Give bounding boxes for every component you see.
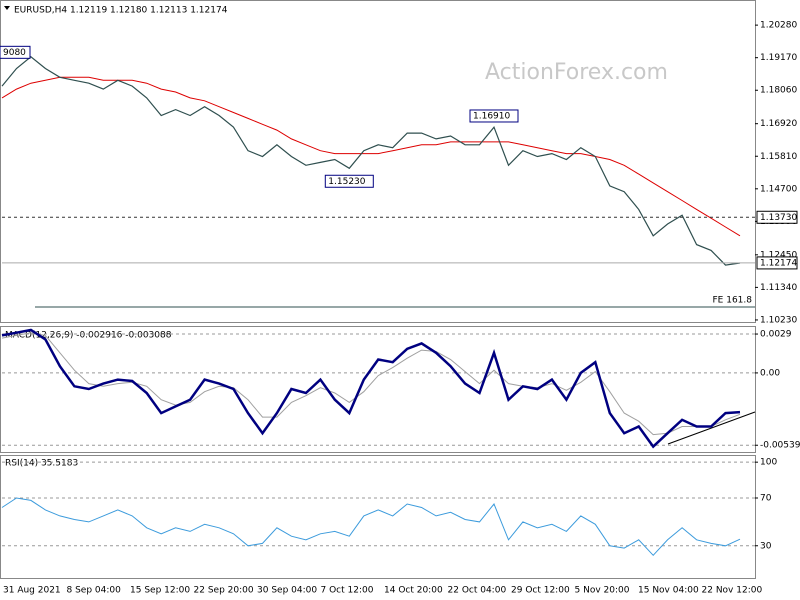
y-tick-label: 0.00 xyxy=(760,368,780,378)
x-tick-label: 8 Sep 04:00 xyxy=(67,586,122,596)
x-tick-label: 5 Nov 20:00 xyxy=(575,586,630,596)
x-tick-label: 22 Oct 04:00 xyxy=(448,586,507,596)
callout-box xyxy=(469,109,519,123)
y-tick-label: 1.16920 xyxy=(760,119,797,129)
y-tick-label: -0.005396 xyxy=(760,441,800,451)
y-tick-label: 1.19170 xyxy=(760,53,797,63)
callout-label: 9080 xyxy=(3,48,26,58)
y-tick-label: 1.10230 xyxy=(760,315,797,325)
y-tick-label: 1.15810 xyxy=(760,152,797,162)
y-tick-label: 1.12450 xyxy=(760,250,797,260)
symbol-title: EURUSD,H4 1.12119 1.12180 1.12113 1.1217… xyxy=(14,6,228,16)
callout-box xyxy=(324,174,374,188)
rsi-title: RSI(14) 35.5183 xyxy=(5,459,78,469)
rsi-panel xyxy=(0,455,756,579)
level-label: 1.12174 xyxy=(760,258,797,268)
level-box xyxy=(756,210,798,224)
y-tick-label: 100 xyxy=(760,458,777,468)
series-line xyxy=(1,56,741,266)
x-tick-label: 7 Oct 12:00 xyxy=(321,586,374,596)
series-line xyxy=(1,332,741,436)
callout-box xyxy=(0,45,31,59)
x-tick-label: 29 Oct 12:00 xyxy=(511,586,570,596)
y-tick-label: 1.11340 xyxy=(760,283,797,293)
series-line xyxy=(1,328,741,449)
macd-panel xyxy=(0,326,756,453)
level-label: FE 161.8 xyxy=(713,296,753,306)
series-line xyxy=(1,76,741,237)
watermark: ActionForex.com xyxy=(485,60,668,85)
macd-title: MACD(12,26,9) -0.002916 -0.003088 xyxy=(5,331,172,341)
macd-trendline xyxy=(667,411,756,445)
y-tick-label: 1.20280 xyxy=(760,21,797,31)
y-tick-label: 70 xyxy=(760,493,772,503)
callout-label: 1.15230 xyxy=(328,177,365,187)
x-tick-label: 30 Sep 04:00 xyxy=(257,586,317,596)
y-tick-label: 0.0029 xyxy=(760,330,792,340)
x-tick-label: 14 Oct 20:00 xyxy=(384,586,443,596)
level-box xyxy=(756,256,798,270)
y-tick-label: 1.18060 xyxy=(760,86,797,96)
series-line xyxy=(1,497,741,557)
symbol-arrow xyxy=(4,6,10,10)
y-tick-label: 30 xyxy=(760,541,772,551)
price-panel xyxy=(0,0,756,323)
x-tick-label: 22 Sep 20:00 xyxy=(194,586,254,596)
level-label: 1.13730 xyxy=(760,213,797,223)
x-tick-label: 15 Sep 12:00 xyxy=(130,586,190,596)
callout-label: 1.16910 xyxy=(473,111,510,121)
y-tick-label: 1.14700 xyxy=(760,184,797,194)
x-tick-label: 31 Aug 2021 xyxy=(3,586,61,596)
x-tick-label: 15 Nov 04:00 xyxy=(638,586,699,596)
x-tick-label: 22 Nov 12:00 xyxy=(702,586,763,596)
